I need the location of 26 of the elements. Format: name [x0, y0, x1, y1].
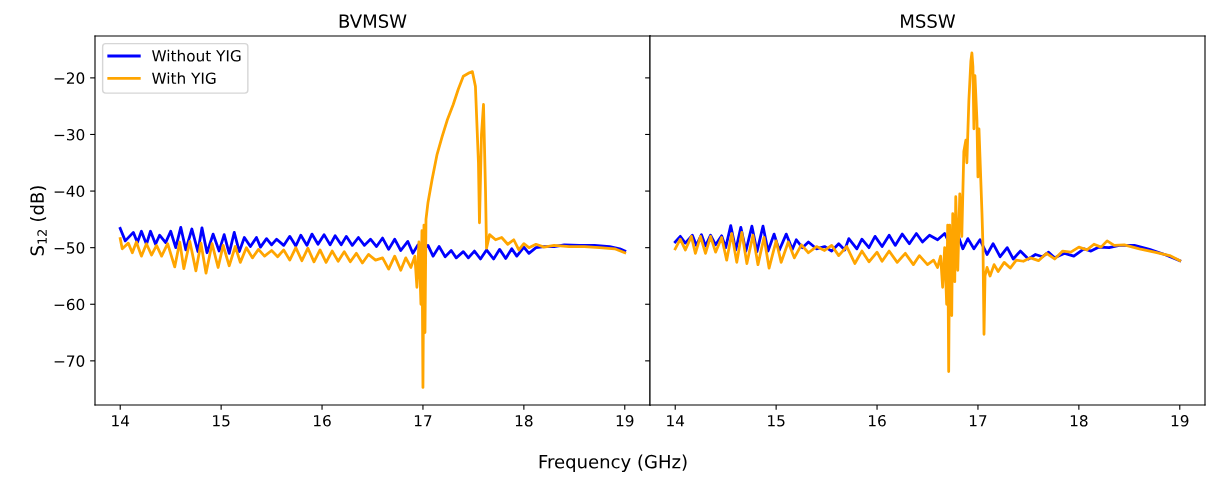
legend-label: With YIG: [152, 72, 216, 84]
y-tick-label: −50: [54, 242, 85, 254]
y-axis-title: S$_{12}$ (dB): [30, 186, 47, 256]
y-tick-label: −30: [54, 128, 85, 141]
x-tick-label: 17: [414, 415, 432, 427]
x-tick-label: 17: [969, 415, 987, 427]
x-tick-label: 14: [667, 415, 685, 427]
x-tick-label: 18: [1070, 414, 1088, 427]
y-tick-label: −70: [54, 355, 85, 367]
x-tick-label: 19: [1171, 414, 1189, 427]
line-series: [118, 70, 627, 389]
chart-title: BVMSW: [339, 14, 407, 28]
x-tick-label: 19: [616, 414, 634, 427]
line-series: [118, 225, 627, 261]
x-axis-title: Frequency (GHz): [539, 454, 687, 472]
x-tick-label: 18: [515, 414, 533, 427]
x-tick-label: 15: [768, 415, 785, 427]
x-tick-label: 15: [213, 415, 230, 427]
y-tick-label: −20: [54, 72, 85, 84]
legend-label: Without YIG: [152, 49, 241, 62]
y-tick-label: −60: [54, 298, 85, 311]
chart-title: MSSW: [901, 14, 956, 28]
x-tick-label: 16: [869, 414, 886, 427]
x-tick-label: 16: [314, 414, 331, 427]
x-tick-label: 14: [112, 415, 130, 427]
y-tick-label: −40: [54, 185, 85, 198]
